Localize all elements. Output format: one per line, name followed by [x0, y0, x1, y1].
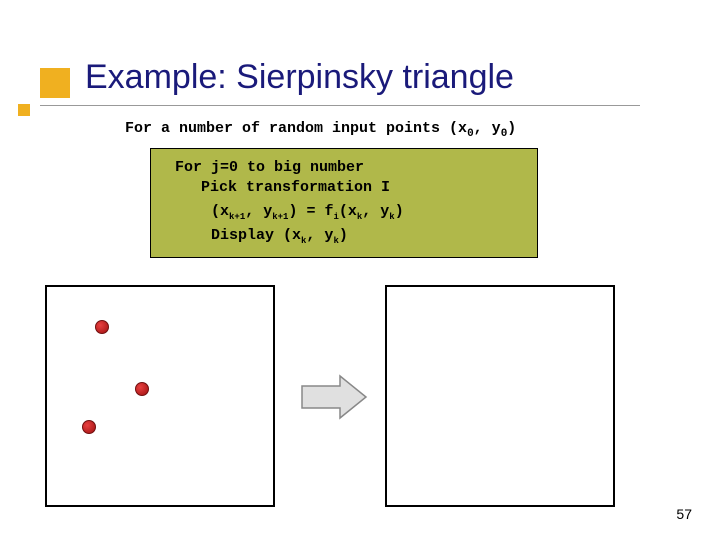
- algo-line-1: For j=0 to big number: [175, 159, 364, 176]
- l3-p8: , y: [362, 203, 389, 220]
- input-diagram-box: [45, 285, 275, 507]
- line1-b: , y: [474, 120, 501, 137]
- l3-p0: (x: [211, 203, 229, 220]
- l4-p0: Display (x: [211, 227, 301, 244]
- l4-p4: ): [339, 227, 348, 244]
- l3-p2: , y: [245, 203, 272, 220]
- line1-a: For a number of random input points (x: [125, 120, 467, 137]
- algorithm-box: For j=0 to big number Pick transformatio…: [150, 148, 538, 258]
- point-dot: [82, 420, 96, 434]
- accent-box-1: [40, 68, 70, 98]
- algo-line-3: (xk+1, yk+1) = fi(xk, yk): [211, 203, 404, 222]
- point-dot: [95, 320, 109, 334]
- l4-p2: , y: [306, 227, 333, 244]
- line1-sub1: 0: [467, 128, 474, 140]
- algo-line-2: Pick transformation I: [201, 179, 390, 196]
- algo-line-4: Display (xk, yk): [211, 227, 348, 246]
- point-dot: [135, 382, 149, 396]
- l3-p1: k+1: [229, 212, 245, 222]
- arrow-icon: [300, 372, 370, 422]
- output-diagram-box: [385, 285, 615, 507]
- accent-box-2: [18, 104, 30, 116]
- arrow-shape: [302, 376, 366, 418]
- l3-p4: ) = f: [288, 203, 333, 220]
- title-underline: [40, 105, 640, 106]
- l3-p3: k+1: [272, 212, 288, 222]
- loop-outer-text: For a number of random input points (x0,…: [125, 120, 516, 140]
- page-number: 57: [676, 506, 692, 522]
- line1-c: ): [507, 120, 516, 137]
- l3-p6: (x: [339, 203, 357, 220]
- l3-p10: ): [395, 203, 404, 220]
- page-title: Example: Sierpinsky triangle: [85, 58, 514, 97]
